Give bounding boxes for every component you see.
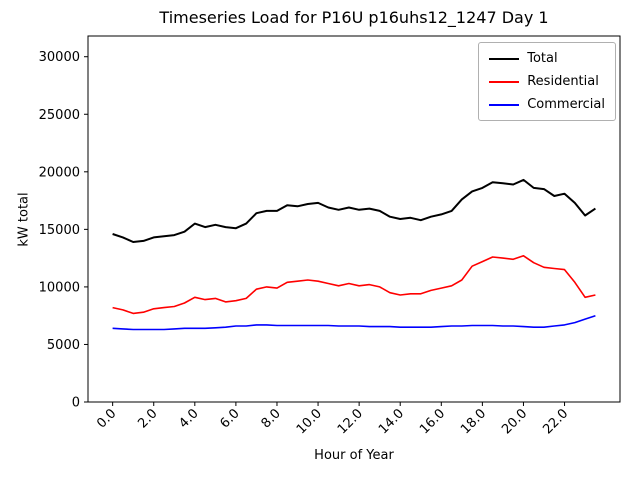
svg-text:22.0: 22.0	[540, 406, 571, 437]
svg-text:2.0: 2.0	[135, 406, 160, 431]
svg-text:30000: 30000	[39, 50, 80, 65]
svg-text:0: 0	[72, 396, 80, 411]
x-axis-label: Hour of Year	[314, 448, 394, 463]
svg-text:10.0: 10.0	[294, 406, 325, 437]
svg-text:6.0: 6.0	[217, 406, 242, 431]
legend-label: Total	[527, 51, 558, 66]
svg-text:20.0: 20.0	[499, 406, 530, 437]
svg-text:15000: 15000	[39, 223, 80, 238]
svg-text:20000: 20000	[39, 165, 80, 180]
svg-text:10000: 10000	[39, 280, 80, 295]
svg-text:18.0: 18.0	[458, 406, 489, 437]
svg-text:4.0: 4.0	[176, 406, 201, 431]
svg-text:25000: 25000	[39, 108, 80, 123]
y-axis-label: kW total	[16, 192, 32, 247]
legend-row-residential: Residential	[489, 74, 605, 89]
legend-swatch	[489, 57, 520, 60]
legend-label: Commercial	[527, 97, 605, 112]
legend-row-total: Total	[489, 51, 605, 66]
legend-label: Residential	[527, 74, 599, 89]
legend-swatch	[489, 80, 520, 83]
chart-title: Timeseries Load for P16U p16uhs12_1247 D…	[159, 8, 549, 27]
svg-text:5000: 5000	[47, 338, 80, 353]
svg-text:0.0: 0.0	[94, 406, 119, 431]
svg-text:8.0: 8.0	[259, 406, 284, 431]
legend-row-commercial: Commercial	[489, 97, 605, 112]
svg-text:16.0: 16.0	[417, 406, 448, 437]
legend: Total Residential Commercial	[478, 42, 616, 121]
svg-text:14.0: 14.0	[376, 406, 407, 437]
legend-swatch	[489, 103, 520, 106]
svg-text:12.0: 12.0	[335, 406, 366, 437]
